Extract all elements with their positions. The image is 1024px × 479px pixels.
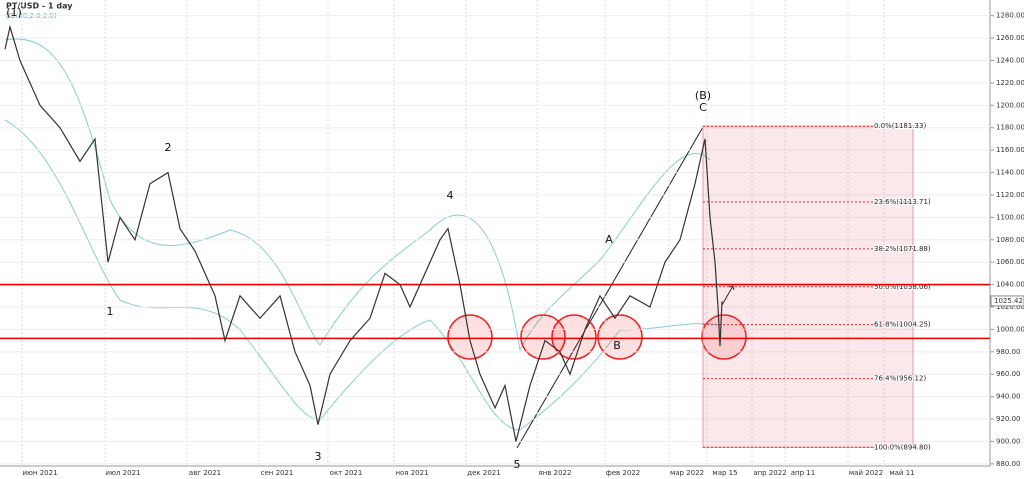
y-tick-label: 1260.00 [996, 34, 1024, 42]
x-tick-label: апр 2022 [753, 469, 786, 477]
y-tick-label: 1100.00 [996, 213, 1024, 221]
wave-label: A [605, 233, 613, 246]
x-tick-label: май 2022 [849, 469, 883, 477]
x-tick-label: дек 2021 [467, 469, 500, 477]
y-tick-label: 1020.00 [996, 303, 1024, 311]
wave-label: (B) [695, 89, 711, 102]
fib-label: 38.2%(1071.88) [874, 245, 931, 253]
y-tick-label: 1240.00 [996, 57, 1024, 65]
wave-label: 3 [315, 450, 322, 463]
fib-label: 23.6%(1113.71) [874, 198, 931, 206]
y-tick-label: 1280.00 [996, 12, 1024, 20]
wave-label: B [613, 339, 621, 352]
x-tick-label: янв 2022 [539, 469, 572, 477]
highlight-circle [597, 314, 643, 360]
fib-label: 100.0%(894.80) [874, 443, 931, 451]
fib-label: 76.4%(956.12) [874, 375, 926, 383]
highlight-circle [551, 314, 597, 360]
highlight-circle [701, 314, 747, 360]
y-tick-label: 1060.00 [996, 258, 1024, 266]
band-line [4, 38, 711, 352]
band-line [4, 119, 721, 431]
y-tick-label: 880.00 [996, 460, 1021, 468]
fib-label: 61.8%(1004.25) [874, 321, 931, 329]
y-tick-label: 1040.00 [996, 281, 1024, 289]
y-tick-label: 980.00 [996, 348, 1021, 356]
x-tick-label: мар 15 [712, 469, 737, 477]
x-tick-label: апр 11 [791, 469, 815, 477]
fib-label: 50.0%(1038.06) [874, 283, 931, 291]
wave-label: C [699, 101, 707, 114]
y-tick-label: 1120.00 [996, 191, 1024, 199]
wave-label: 1 [107, 305, 114, 318]
y-tick-label: 1200.00 [996, 101, 1024, 109]
wave-label: 4 [447, 189, 454, 202]
x-tick-label: фев 2022 [606, 469, 640, 477]
last-price-label: 1025.42 [994, 297, 1023, 305]
y-tick-label: 1180.00 [996, 124, 1024, 132]
y-tick-label: 1160.00 [996, 146, 1024, 154]
price-line [4, 24, 723, 442]
y-tick-label: 920.00 [996, 415, 1021, 423]
x-tick-label: окт 2021 [330, 469, 363, 477]
x-tick-label: ноя 2021 [395, 469, 428, 477]
wave-label: 2 [165, 141, 172, 154]
y-tick-label: 1140.00 [996, 169, 1024, 177]
highlight-circle [447, 314, 493, 360]
chart-title: PT/USD - 1 day [6, 2, 73, 11]
trend-line [516, 126, 704, 449]
wave-label: 5 [514, 458, 521, 471]
x-tick-label: июл 2021 [106, 469, 141, 477]
last-price-box [990, 295, 1024, 307]
y-tick-label: 960.00 [996, 370, 1021, 378]
y-tick-label: 940.00 [996, 393, 1021, 401]
x-tick-label: мар 2022 [670, 469, 704, 477]
x-tick-label: июн 2021 [22, 469, 57, 477]
y-tick-label: 900.00 [996, 437, 1021, 445]
wave-label: (1) [6, 6, 22, 19]
x-tick-label: май 11 [889, 469, 914, 477]
arrow [721, 285, 735, 306]
x-tick-label: сен 2021 [261, 469, 294, 477]
y-tick-label: 1000.00 [996, 325, 1024, 333]
fib-label: 0.0%(1181.33) [874, 122, 926, 130]
y-tick-label: 1220.00 [996, 79, 1024, 87]
x-tick-label: авг 2021 [189, 469, 221, 477]
y-tick-label: 1080.00 [996, 236, 1024, 244]
